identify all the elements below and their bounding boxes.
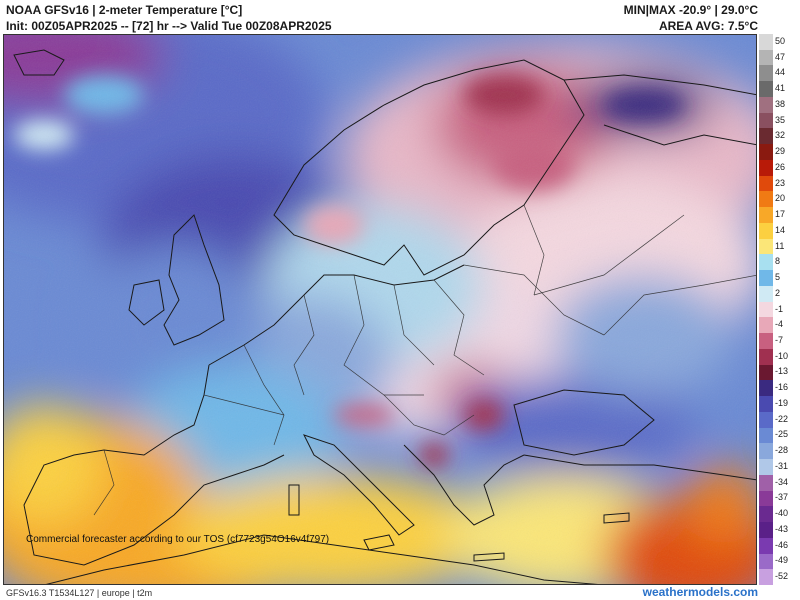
colorbar-label: -10 — [775, 350, 789, 361]
colorbar-label: -7 — [775, 334, 784, 345]
colorbar-swatch — [759, 96, 773, 114]
colorbar-label: 11 — [775, 240, 785, 251]
init-valid-time: Init: 00Z05APR2025 -- [72] hr --> Valid … — [6, 19, 332, 33]
colorbar-swatch — [759, 333, 773, 350]
colorbar-label: 20 — [775, 193, 786, 204]
coastlines — [13, 49, 756, 584]
colorbar-swatch — [759, 427, 773, 444]
brand-link[interactable]: weathermodels.com — [642, 585, 758, 599]
colorbar-label: -13 — [775, 366, 789, 377]
colorbar-label: -37 — [775, 492, 789, 503]
colorbar-label: -34 — [775, 476, 789, 487]
colorbar-swatch — [759, 364, 773, 381]
colorbar-label: -4 — [775, 319, 784, 330]
colorbar-label: -19 — [775, 397, 789, 408]
colorbar-swatch — [759, 411, 773, 429]
colorbar-swatch — [759, 443, 773, 460]
colorbar-swatch — [759, 301, 773, 318]
colorbar-swatch — [759, 506, 773, 523]
colorbar-swatch — [759, 207, 773, 224]
colorbar-label: 38 — [775, 98, 786, 109]
colorbar-swatch — [759, 348, 773, 366]
colorbar-swatch — [759, 537, 773, 554]
colorbar-label: -28 — [775, 445, 789, 456]
temperature-map — [3, 34, 757, 585]
colorbar-swatch — [759, 144, 773, 161]
colorbar-label: -16 — [775, 382, 789, 393]
map-canvas — [4, 35, 756, 584]
colorbar-label: 35 — [775, 114, 786, 125]
colorbar-swatch — [759, 191, 773, 208]
colorbar-label: 32 — [775, 130, 786, 141]
tos-disclaimer: Commercial forecaster according to our T… — [26, 534, 330, 545]
colorbar-swatch — [759, 65, 773, 82]
colorbar-label: 14 — [775, 224, 786, 235]
colorbar-label: 8 — [775, 256, 781, 267]
colorbar-label: -43 — [775, 523, 789, 534]
colorbar-label: 44 — [775, 67, 786, 78]
colorbar-swatch — [759, 81, 773, 98]
colorbar-swatch — [759, 222, 773, 240]
colorbar-label: -31 — [775, 460, 789, 471]
colorbar-label: 47 — [775, 51, 786, 62]
colorbar-label: -49 — [775, 555, 789, 566]
temperature-colorbar — [759, 34, 773, 586]
area-average-readout: AREA AVG: 7.5°C — [658, 19, 758, 33]
colorbar-label: 5 — [775, 272, 781, 282]
colorbar-swatch — [759, 128, 773, 145]
colorbar-label: -46 — [775, 539, 789, 550]
colorbar-label: -1 — [775, 303, 784, 314]
colorbar-swatch — [759, 569, 773, 586]
header-left: NOAA GFSv16 | 2-meter Temperature [°C] I… — [6, 2, 332, 34]
colorbar-swatch — [759, 396, 773, 413]
colorbar-swatch — [759, 474, 773, 492]
map-title: NOAA GFSv16 | 2-meter Temperature [°C] — [6, 3, 243, 17]
colorbar-swatch — [759, 175, 773, 192]
model-info: GFSv16.3 T1534L127 | europe | t2m — [6, 588, 153, 598]
colorbar-swatch — [759, 238, 773, 255]
colorbar-swatch — [759, 522, 773, 539]
header-right: MIN|MAX -20.9° | 29.0°C AREA AVG: 7.5°C — [624, 2, 758, 34]
colorbar-label: 2 — [775, 287, 781, 298]
colorbar-label: -40 — [775, 508, 789, 519]
colorbar-label: 23 — [775, 177, 786, 188]
country-borders — [93, 204, 756, 516]
colorbar-label: -25 — [775, 429, 789, 440]
colorbar-swatch — [759, 34, 773, 51]
colorbar-swatch — [759, 490, 773, 507]
colorbar-label: 29 — [775, 146, 786, 157]
colorbar-swatch — [759, 254, 773, 271]
colorbar-swatch — [759, 317, 773, 334]
colorbar-swatch — [759, 270, 773, 287]
colorbar-label: 26 — [775, 161, 786, 172]
colorbar-label: -52 — [775, 571, 789, 582]
colorbar-label: 17 — [775, 209, 786, 220]
colorbar-label: 41 — [775, 83, 786, 94]
colorbar-label: 50 — [775, 35, 786, 46]
colorbar-swatch — [759, 553, 773, 570]
colorbar-swatch — [759, 459, 773, 476]
colorbar-swatch — [759, 49, 773, 66]
min-max-readout: MIN|MAX -20.9° | 29.0°C — [623, 3, 758, 17]
colorbar-swatch — [759, 380, 773, 397]
colorbar-swatch — [759, 159, 773, 177]
colorbar-swatch — [759, 112, 773, 129]
colorbar-label: -22 — [775, 413, 789, 424]
colorbar-swatch — [759, 285, 773, 303]
